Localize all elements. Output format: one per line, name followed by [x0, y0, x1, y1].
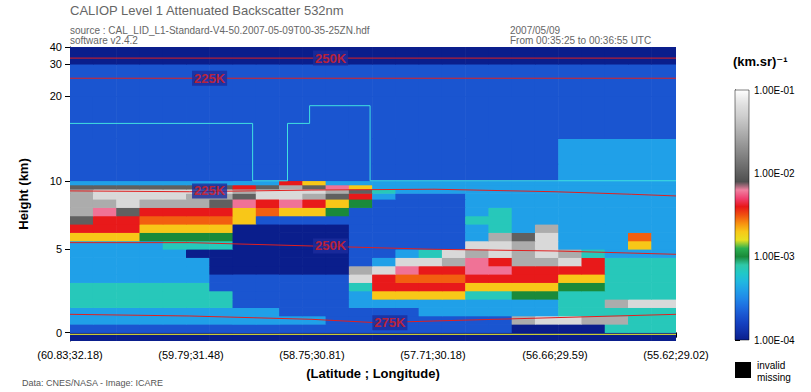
svg-text:10: 10 — [50, 175, 62, 187]
svg-text:30: 30 — [50, 58, 62, 70]
svg-text:(58.75;30.81): (58.75;30.81) — [279, 349, 344, 361]
svg-text:1.00E-03: 1.00E-03 — [754, 251, 795, 262]
svg-text:(56.66;29.59): (56.66;29.59) — [522, 349, 587, 361]
svg-text:source : CAL_LID_L1-Standard-V: source : CAL_LID_L1-Standard-V4-50.2007-… — [70, 24, 370, 36]
svg-text:1.00E-04: 1.00E-04 — [754, 335, 795, 346]
svg-text:(55.62;29.02): (55.62;29.02) — [643, 349, 708, 361]
svg-text:275K: 275K — [374, 315, 406, 330]
svg-text:250K: 250K — [315, 51, 347, 66]
svg-text:225K: 225K — [194, 71, 226, 86]
svg-text:40: 40 — [50, 41, 62, 53]
svg-text:5: 5 — [56, 243, 62, 255]
svg-text:missing: missing — [757, 372, 791, 383]
svg-text:225K: 225K — [194, 183, 226, 198]
svg-text:From 00:35:25 to 00:36:55 UTC: From 00:35:25 to 00:36:55 UTC — [510, 35, 651, 46]
svg-text:Height (km): Height (km) — [16, 158, 31, 230]
svg-text:1.00E-01: 1.00E-01 — [754, 85, 795, 96]
svg-text:20: 20 — [50, 90, 62, 102]
svg-text:(59.79;31.48): (59.79;31.48) — [158, 349, 223, 361]
svg-text:(57.71;30.18): (57.71;30.18) — [400, 349, 465, 361]
svg-text:(60.83;32.18): (60.83;32.18) — [37, 349, 102, 361]
svg-text:invalid: invalid — [757, 360, 785, 371]
svg-text:Data: CNES/NASA - Image: ICARE: Data: CNES/NASA - Image: ICARE — [22, 378, 163, 388]
svg-text:1.00E-02: 1.00E-02 — [754, 168, 795, 179]
svg-text:CALIOP Level 1 Attenuated Back: CALIOP Level 1 Attenuated Backscatter 53… — [70, 3, 344, 18]
svg-text:2007/05/09: 2007/05/09 — [510, 24, 561, 36]
svg-text:(Latitude ; Longitude): (Latitude ; Longitude) — [306, 366, 440, 381]
svg-text:250K: 250K — [315, 238, 347, 253]
svg-text:software v2.4.2: software v2.4.2 — [70, 35, 138, 46]
svg-text:(km.sr)⁻¹: (km.sr)⁻¹ — [733, 54, 788, 69]
svg-text:0: 0 — [56, 327, 62, 339]
